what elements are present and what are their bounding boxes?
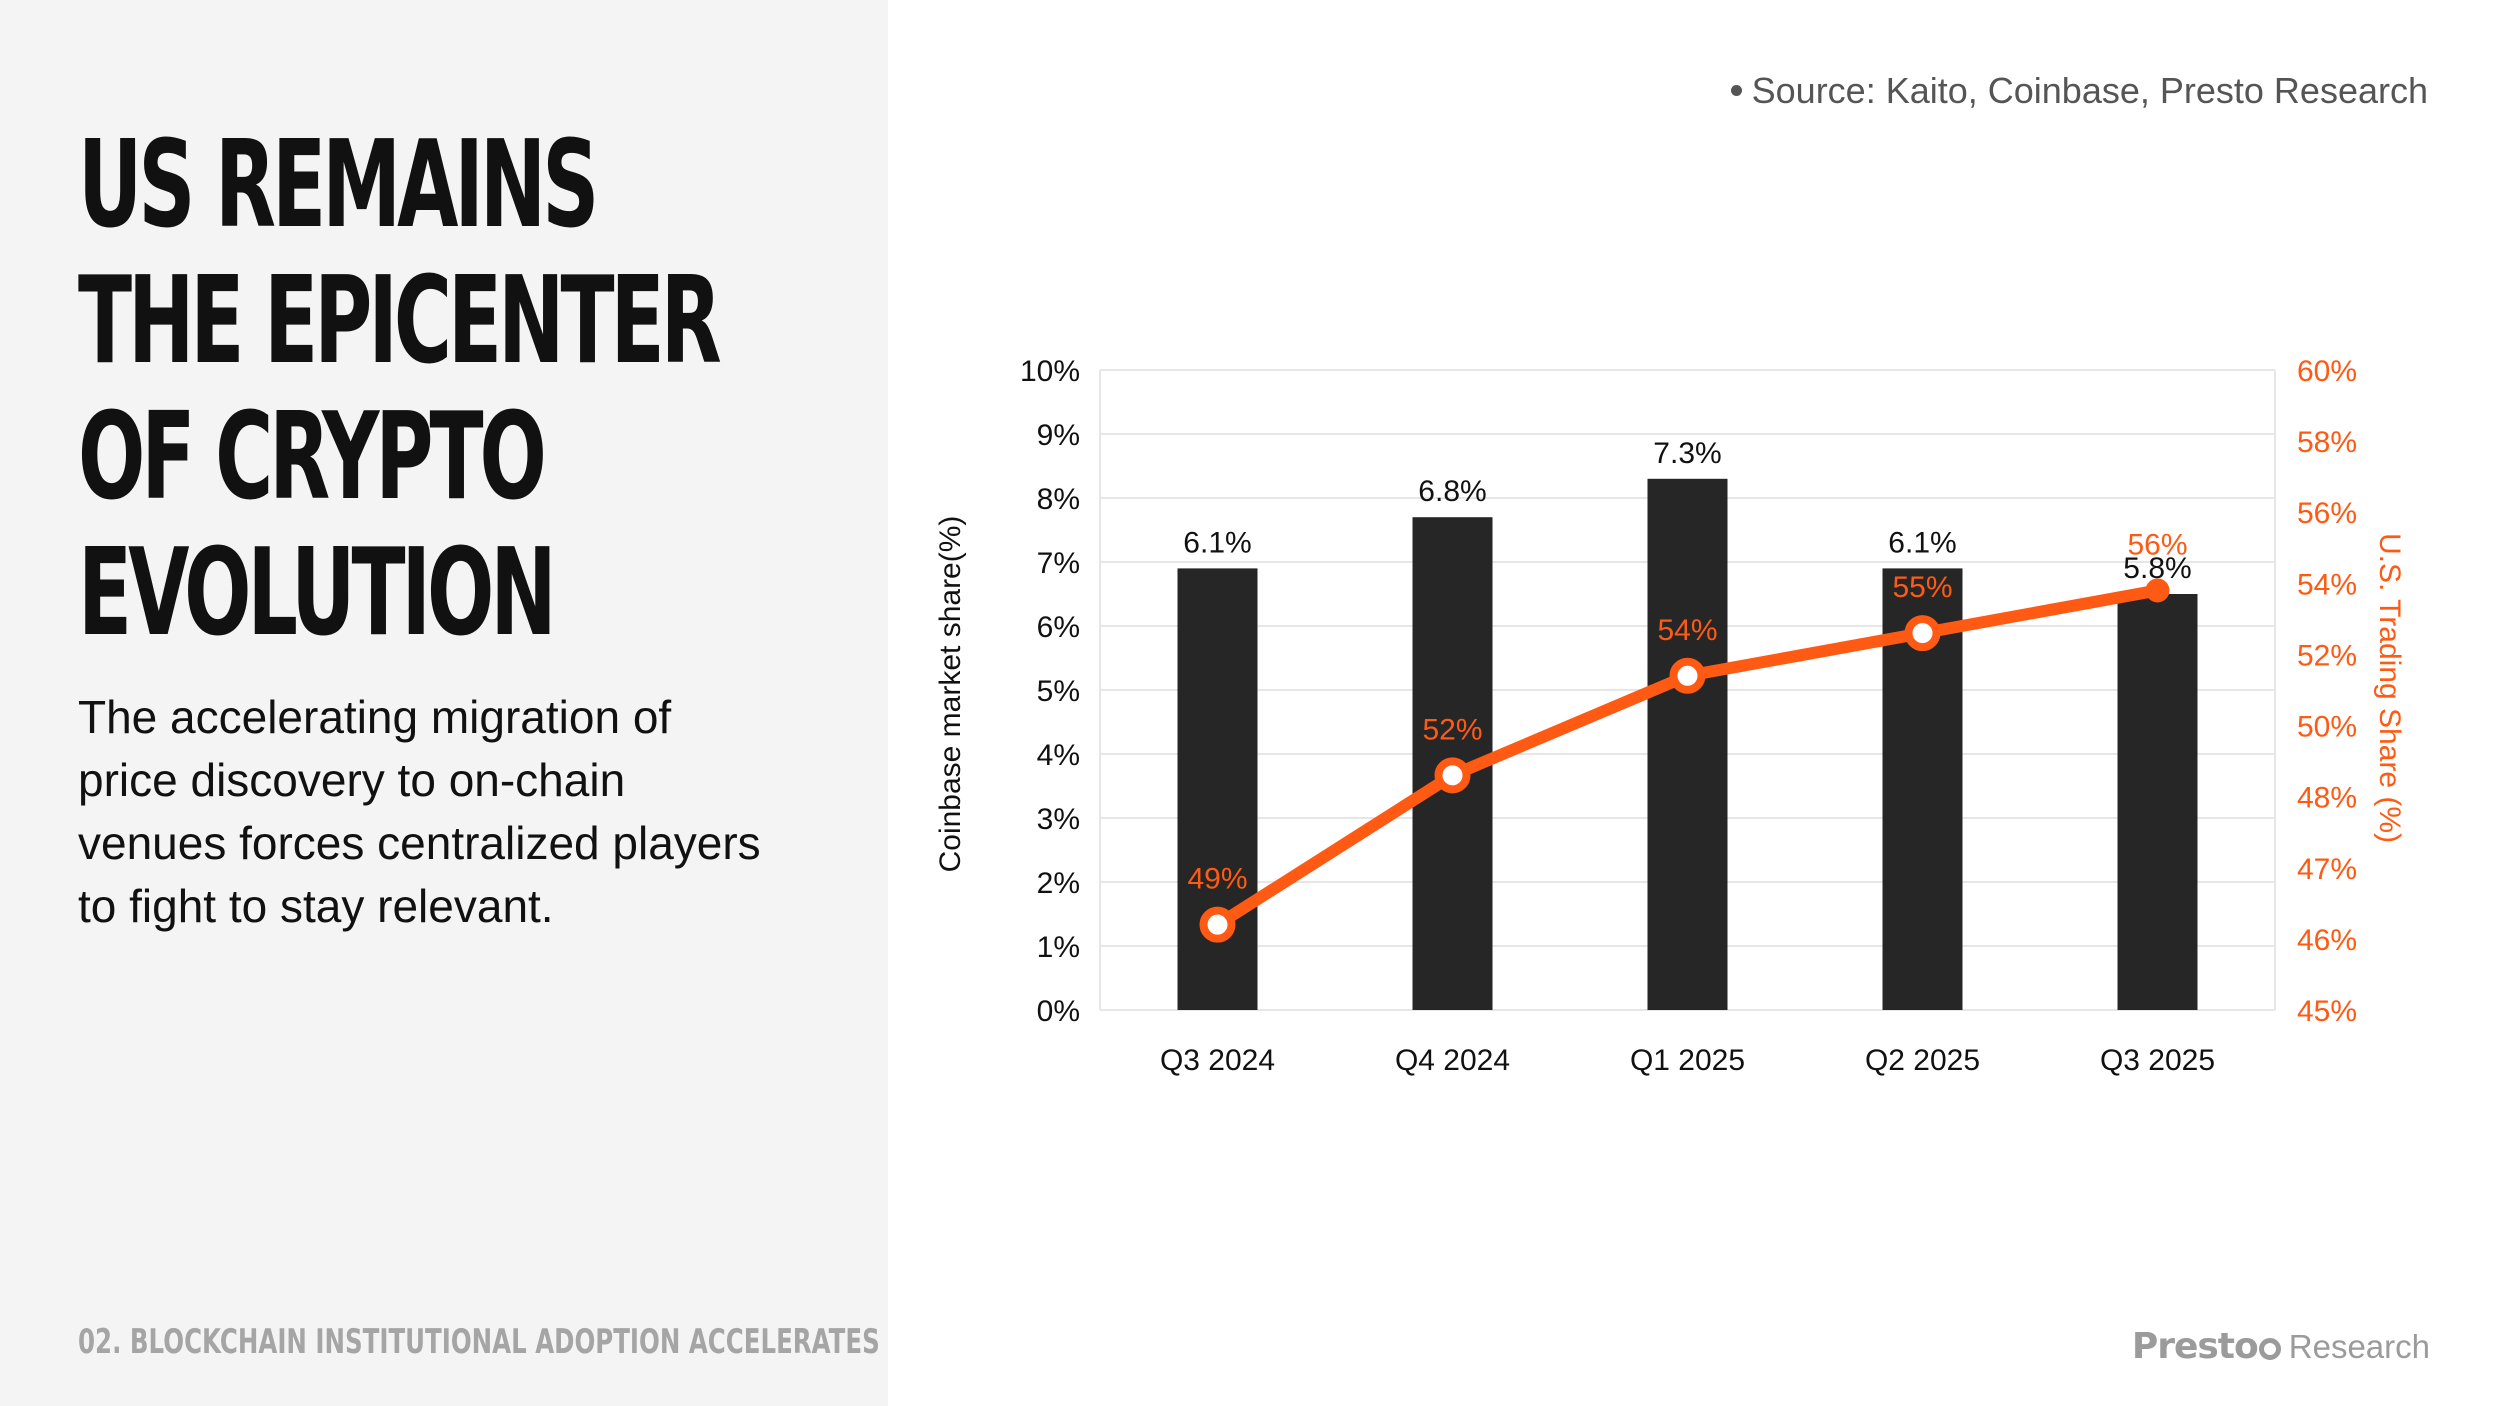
bullet-icon <box>1730 84 1742 96</box>
y-right-tick-label: 58% <box>2297 426 2357 459</box>
y-right-tick-label: 54% <box>2297 568 2357 601</box>
logo-ring-icon <box>2258 1338 2281 1360</box>
subtitle-line: to fight to stay relevant. <box>78 880 554 932</box>
y-right-tick-label: 52% <box>2297 639 2357 672</box>
page-title: US REMAINS THE EPICENTER OF CRYPTO EVOLU… <box>78 116 722 663</box>
bar-data-label: 6.1% <box>1183 526 1251 559</box>
title-line: OF CRYPTO <box>78 388 547 527</box>
source-note: Source: Kaito, Coinbase, Presto Research <box>1730 70 2428 112</box>
line-point <box>2145 578 2170 603</box>
x-tick-label: Q3 2025 <box>2100 1044 2215 1077</box>
x-tick-label: Q1 2025 <box>1630 1044 1745 1077</box>
bar <box>1177 568 1258 1010</box>
y-left-tick-label: 1% <box>1037 931 1080 964</box>
line-point <box>1669 657 1706 694</box>
section-footer: 02. BLOCKCHAIN INSTITUTIONAL ADOPTION AC… <box>78 1322 880 1362</box>
left-panel: US REMAINS THE EPICENTER OF CRYPTO EVOLU… <box>0 0 888 1406</box>
y-right-tick-label: 45% <box>2297 995 2357 1028</box>
subtitle: The accelerating migration of price disc… <box>78 686 818 938</box>
bar-data-label: 6.8% <box>1418 475 1486 508</box>
y-left-tick-label: 0% <box>1037 995 1080 1028</box>
title-line: EVOLUTION <box>78 524 557 663</box>
y-left-tick-label: 9% <box>1037 419 1080 452</box>
y-left-tick-label: 3% <box>1037 803 1080 836</box>
y-right-tick-label: 46% <box>2297 924 2357 957</box>
bar <box>2117 594 2198 1010</box>
subtitle-line: venues forces centralized players <box>78 817 761 869</box>
x-tick-label: Q4 2024 <box>1395 1044 1510 1077</box>
brand-name: Presto <box>2131 1326 2259 1367</box>
subtitle-line: The accelerating migration of <box>78 691 672 743</box>
y-left-tick-label: 7% <box>1037 547 1080 580</box>
bar <box>1647 478 1728 1010</box>
y-right-tick-label: 48% <box>2297 782 2357 815</box>
y-left-axis-title: Coinbase market share(%) <box>934 516 967 873</box>
brand-sub: Research <box>2288 1328 2430 1365</box>
y-left-tick-label: 4% <box>1037 739 1080 772</box>
line-data-label: 54% <box>1657 614 1717 647</box>
y-left-tick-label: 10% <box>1020 355 1080 388</box>
y-left-tick-label: 8% <box>1037 483 1080 516</box>
line-data-label: 56% <box>2127 528 2187 561</box>
y-right-tick-label: 50% <box>2297 711 2357 744</box>
x-tick-label: Q3 2024 <box>1160 1044 1275 1077</box>
line-point <box>1199 906 1236 943</box>
line-data-label: 55% <box>1892 571 1952 604</box>
y-left-tick-label: 6% <box>1037 611 1080 644</box>
x-tick-label: Q2 2025 <box>1865 1044 1980 1077</box>
line-point <box>1434 757 1471 794</box>
subtitle-line: price discovery to on-chain <box>78 754 626 806</box>
line-data-label: 49% <box>1187 863 1247 896</box>
bar-data-label: 6.1% <box>1888 526 1956 559</box>
line-point <box>1904 615 1941 652</box>
y-left-tick-label: 5% <box>1037 675 1080 708</box>
line-data-label: 52% <box>1422 713 1482 746</box>
y-right-tick-label: 60% <box>2297 355 2357 388</box>
y-right-tick-label: 56% <box>2297 497 2357 530</box>
brand-logo: Presto Research <box>2132 1326 2430 1367</box>
source-text: Source: Kaito, Coinbase, Presto Research <box>1751 70 2428 111</box>
y-right-axis-title: U.S. Trading Share (%) <box>2373 533 2406 843</box>
y-right-tick-label: 47% <box>2297 853 2357 886</box>
title-line: US REMAINS <box>78 116 599 255</box>
y-left-tick-label: 2% <box>1037 867 1080 900</box>
bar-data-label: 7.3% <box>1653 437 1721 470</box>
